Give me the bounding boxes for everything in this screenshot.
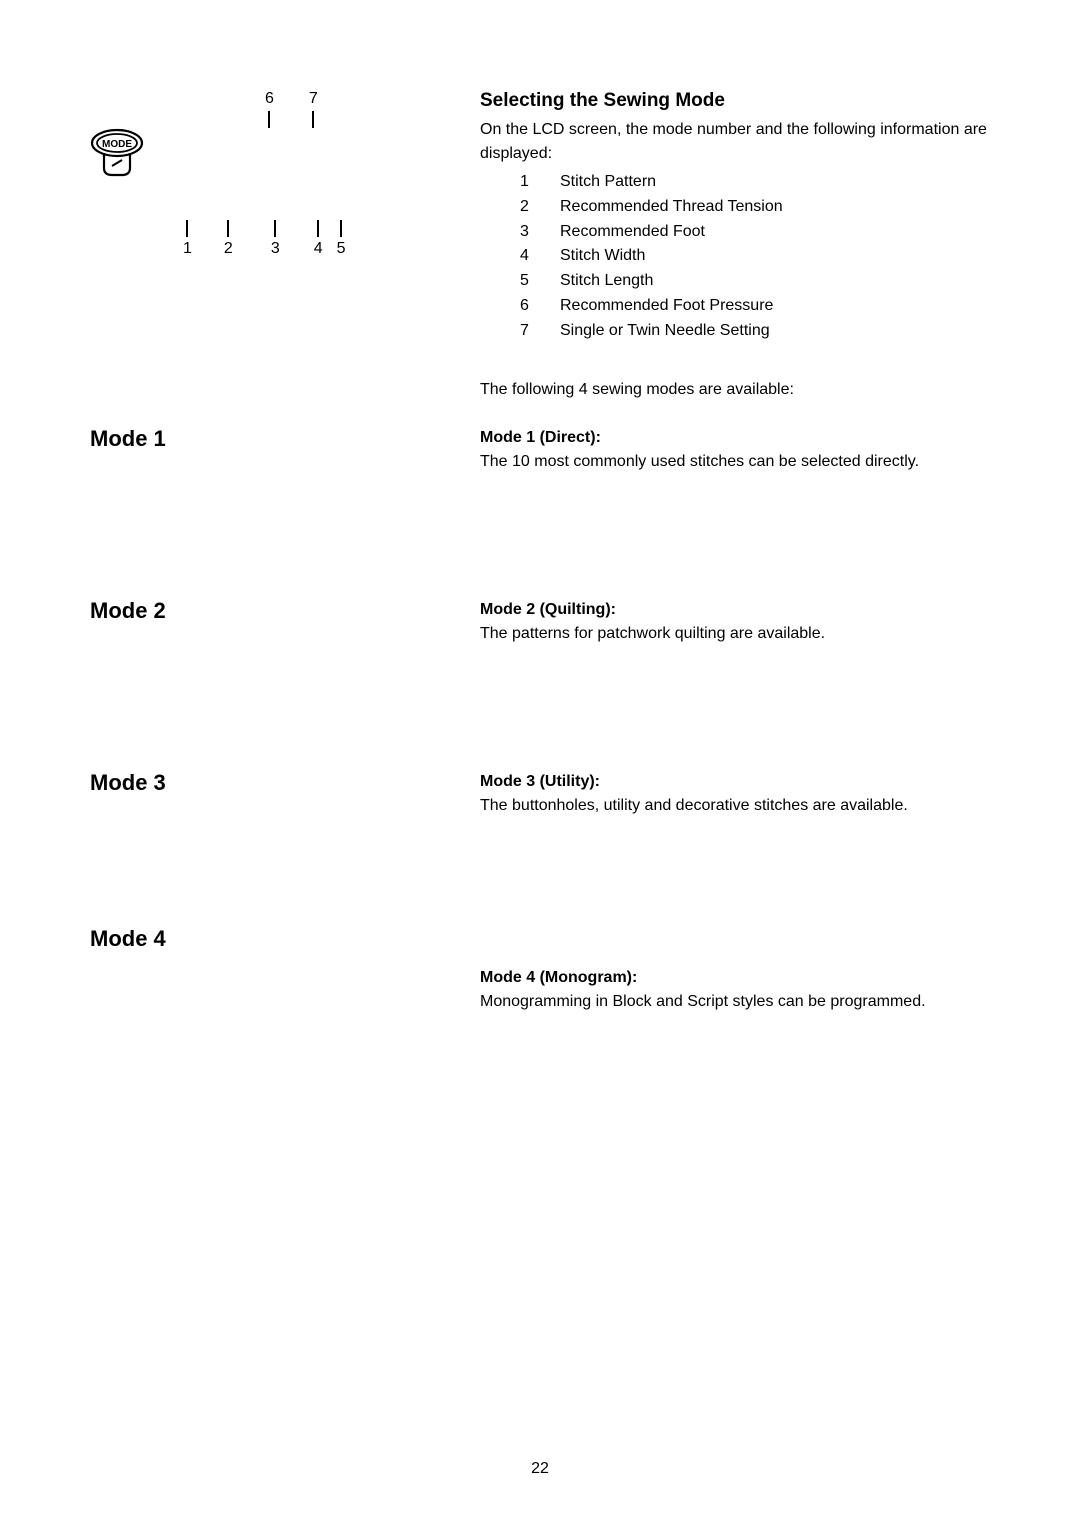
info-item: 1 Stitch Pattern: [520, 170, 990, 195]
info-item: 6 Recommended Foot Pressure: [520, 294, 990, 319]
mode-3-title: Mode 3 (Utility):: [480, 773, 600, 790]
mode-2-title: Mode 2 (Quilting):: [480, 601, 616, 618]
diagram-label-6: 6: [265, 90, 274, 128]
item-text: Stitch Length: [560, 269, 653, 294]
mode-1-section: Mode 1 Mode 1 (Direct): The 10 most comm…: [90, 426, 990, 474]
tick-mark: [186, 220, 188, 237]
mode-4-description: Mode 4 (Monogram): Monogramming in Block…: [480, 926, 990, 1014]
label-number: 4: [314, 240, 323, 258]
item-number: 6: [520, 294, 532, 319]
page-number: 22: [0, 1460, 1080, 1478]
item-text: Stitch Pattern: [560, 170, 656, 195]
tick-mark: [317, 220, 319, 237]
mode-button-icon: MODE: [90, 128, 145, 183]
item-number: 4: [520, 244, 532, 269]
info-item: 2 Recommended Thread Tension: [520, 195, 990, 220]
label-number: 1: [183, 240, 192, 258]
right-column: Selecting the Sewing Mode On the LCD scr…: [480, 90, 990, 402]
diagram-bottom-labels: 1 2 3 4 5: [183, 220, 346, 258]
item-number: 7: [520, 319, 532, 344]
info-item: 3 Recommended Foot: [520, 220, 990, 245]
item-text: Stitch Width: [560, 244, 645, 269]
mode-3-label: Mode 3: [90, 770, 430, 818]
left-column: 6 7 MODE 1: [90, 90, 430, 402]
info-list: 1 Stitch Pattern 2 Recommended Thread Tens…: [480, 170, 990, 344]
diagram-label-2: 2: [224, 220, 233, 258]
mode-4-title: Mode 4 (Monogram):: [480, 969, 637, 986]
label-number: 6: [265, 90, 274, 108]
mode-3-description: Mode 3 (Utility): The buttonholes, utili…: [480, 770, 990, 818]
tick-mark: [268, 111, 270, 128]
info-item: 5 Stitch Length: [520, 269, 990, 294]
mode-3-text: The buttonholes, utility and decorative …: [480, 797, 908, 814]
mode-1-text: The 10 most commonly used stitches can b…: [480, 453, 919, 470]
tick-mark: [274, 220, 276, 237]
label-number: 3: [271, 240, 280, 258]
tick-mark: [312, 111, 314, 128]
mode-4-text: Monogramming in Block and Script styles …: [480, 993, 926, 1010]
mode-3-section: Mode 3 Mode 3 (Utility): The buttonholes…: [90, 770, 990, 818]
diagram-label-3: 3: [271, 220, 280, 258]
mode-4-label: Mode 4: [90, 926, 430, 1014]
item-number: 1: [520, 170, 532, 195]
item-text: Single or Twin Needle Setting: [560, 319, 770, 344]
info-item: 4 Stitch Width: [520, 244, 990, 269]
label-number: 2: [224, 240, 233, 258]
item-text: Recommended Thread Tension: [560, 195, 783, 220]
item-number: 3: [520, 220, 532, 245]
diagram-label-4: 4: [314, 220, 323, 258]
diagram-label-7: 7: [309, 90, 318, 128]
mode-diagram: 6 7 MODE 1: [90, 90, 430, 270]
intro-paragraph: On the LCD screen, the mode number and t…: [480, 118, 990, 166]
mode-1-title: Mode 1 (Direct):: [480, 429, 601, 446]
following-text: The following 4 sewing modes are availab…: [480, 378, 990, 402]
mode-2-section: Mode 2 Mode 2 (Quilting): The patterns f…: [90, 598, 990, 646]
item-text: Recommended Foot Pressure: [560, 294, 773, 319]
label-number: 5: [337, 240, 346, 258]
item-text: Recommended Foot: [560, 220, 705, 245]
tick-mark: [340, 220, 342, 237]
label-number: 7: [309, 90, 318, 108]
mode-2-description: Mode 2 (Quilting): The patterns for patc…: [480, 598, 990, 646]
diagram-label-1: 1: [183, 220, 192, 258]
mode-1-description: Mode 1 (Direct): The 10 most commonly us…: [480, 426, 990, 474]
mode-2-label: Mode 2: [90, 598, 430, 646]
diagram-top-labels: 6 7: [265, 90, 318, 128]
info-item: 7 Single or Twin Needle Setting: [520, 319, 990, 344]
item-number: 5: [520, 269, 532, 294]
mode-4-section: Mode 4 Mode 4 (Monogram): Monogramming i…: [90, 926, 990, 1014]
tick-mark: [227, 220, 229, 237]
diagram-label-5: 5: [337, 220, 346, 258]
item-number: 2: [520, 195, 532, 220]
mode-2-text: The patterns for patchwork quilting are …: [480, 625, 825, 642]
top-section: 6 7 MODE 1: [90, 90, 990, 402]
svg-text:MODE: MODE: [102, 139, 132, 150]
section-heading: Selecting the Sewing Mode: [480, 90, 990, 112]
mode-1-label: Mode 1: [90, 426, 430, 474]
